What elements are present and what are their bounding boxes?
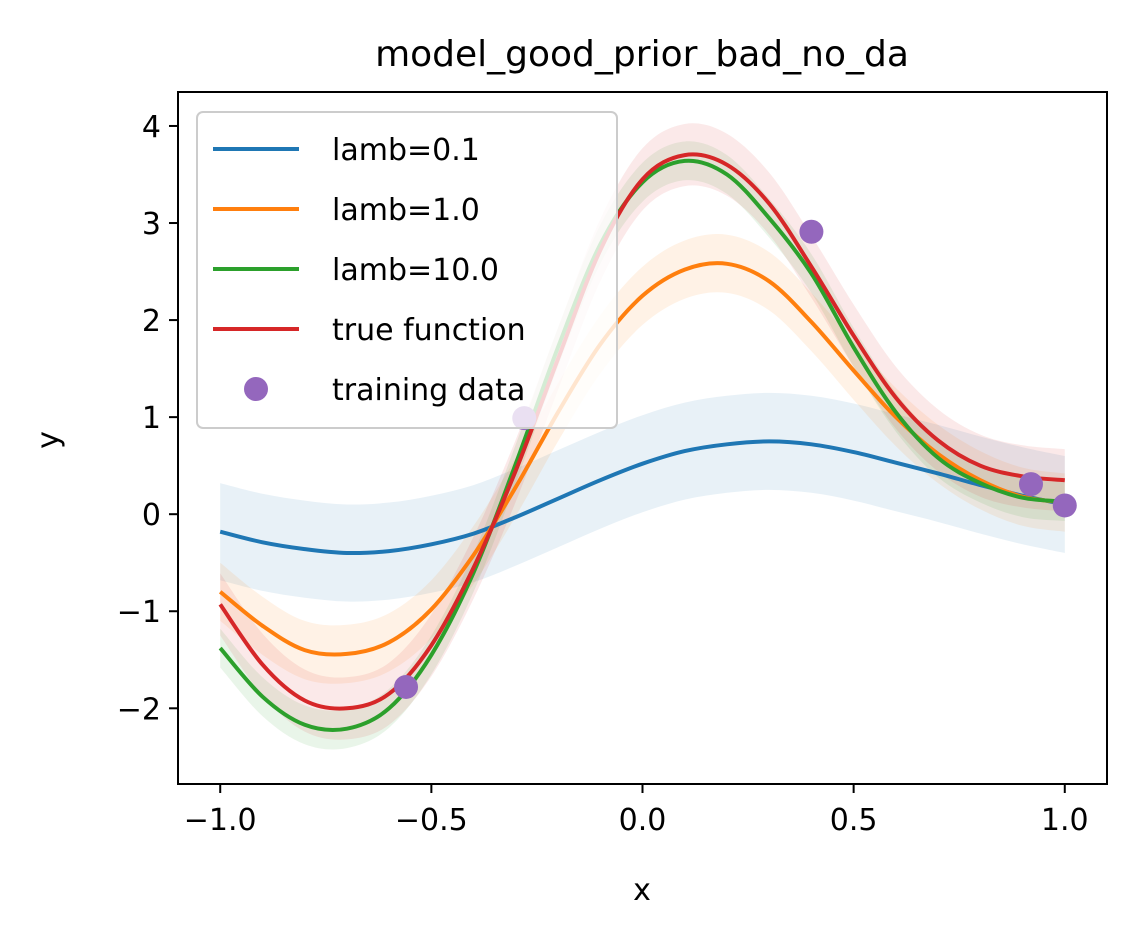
legend-label-true-function: true function [332,313,526,348]
y-tick-label: 3 [142,207,161,242]
legend-swatch-training-data [244,377,268,401]
legend-box [196,111,618,429]
y-tick-label: 4 [142,110,161,145]
x-tick-label: 1.0 [1041,803,1089,838]
training-point [1018,472,1043,497]
legend-label-training-data: training data [332,373,525,408]
chart-title: model_good_prior_bad_no_da [375,34,909,75]
y-axis: −2 −1 0 1 2 3 4 [117,110,178,727]
y-tick-label: −1 [117,595,161,630]
training-point [394,674,419,699]
x-axis-label: x [633,873,651,908]
y-tick-label: 1 [142,401,161,436]
y-tick-label: 2 [142,304,161,339]
x-tick-label: −0.5 [395,803,468,838]
x-tick-label: 0.5 [830,803,878,838]
y-tick-label: −2 [117,692,161,727]
x-tick-label: −1.0 [184,803,257,838]
legend-label-lamb-0-1: lamb=0.1 [332,133,480,168]
series-line-lamb-0-1 [219,439,1066,556]
band-true-function [220,123,1065,740]
x-axis: −1.0 −0.5 0.0 0.5 1.0 [184,784,1089,838]
x-tick-label: 0.0 [619,803,667,838]
series-lines [218,152,1066,733]
y-tick-label: 0 [142,498,161,533]
legend-label-lamb-10-0: lamb=10.0 [332,253,499,288]
training-point [1052,493,1077,518]
series-line-true-function [218,152,1065,711]
legend: lamb=0.1 lamb=1.0 lamb=10.0 true function tr… [196,111,618,429]
band-lamb-0-1 [220,392,1065,602]
legend-label-lamb-1-0: lamb=1.0 [332,193,480,228]
training-point [799,219,824,244]
y-axis-label: y [31,431,66,449]
